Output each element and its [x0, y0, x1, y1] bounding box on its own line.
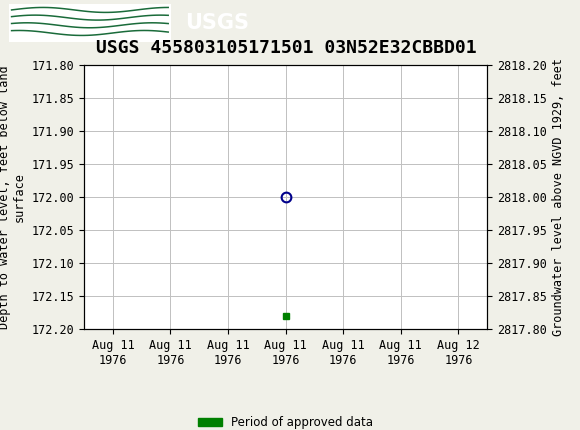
Y-axis label: Groundwater level above NGVD 1929, feet: Groundwater level above NGVD 1929, feet: [552, 58, 566, 336]
Legend: Period of approved data: Period of approved data: [193, 412, 378, 430]
Bar: [9, 3, 171, 42]
Text: USGS 455803105171501 03N52E32CBBD01: USGS 455803105171501 03N52E32CBBD01: [96, 39, 476, 57]
Y-axis label: Depth to water level, feet below land
surface: Depth to water level, feet below land su…: [0, 65, 26, 329]
Text: USGS: USGS: [186, 12, 249, 33]
